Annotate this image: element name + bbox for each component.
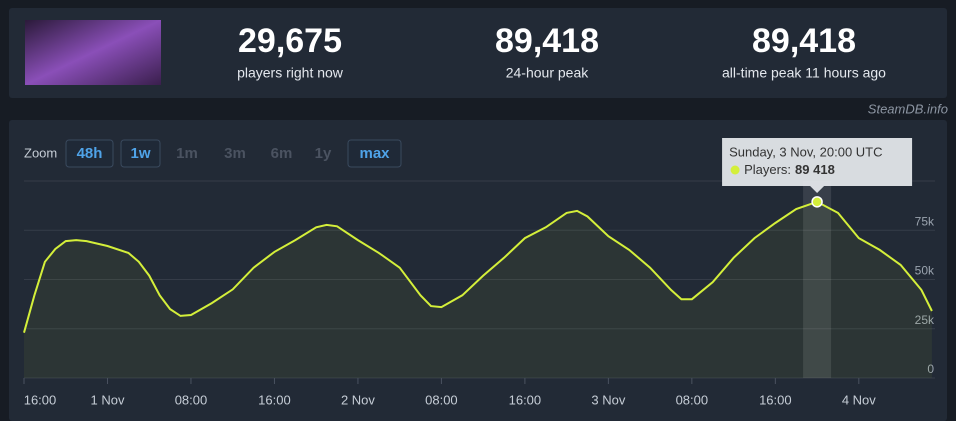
tooltip-box: [722, 138, 913, 193]
line: [23, 200, 933, 333]
zoom-button-label: 1y: [315, 145, 332, 162]
stat-label: all-time peak 11 hours ago: [722, 65, 886, 81]
zoom-label: Zoom: [24, 145, 57, 160]
tooltip-line: Players: 89 418: [744, 162, 835, 177]
x-tick-label: 4 Nov: [842, 392, 876, 407]
y-tick-label: 75k: [915, 214, 935, 228]
stat-label: players right now: [237, 65, 344, 81]
zoom-button-label[interactable]: 1w: [130, 145, 150, 162]
y-tick-label: 25k: [915, 313, 935, 327]
hover-marker: [811, 196, 823, 208]
zoom-button-label[interactable]: 48h: [77, 145, 103, 162]
x-tick-label: 08:00: [175, 392, 208, 407]
hover-band: [803, 181, 832, 378]
zoom-button[interactable]: [65, 139, 114, 168]
x-tick-label: 16:00: [258, 392, 291, 407]
x-tick-label: 1 Nov: [90, 392, 124, 407]
tooltip-series: Players:: [744, 162, 791, 177]
stat-label: 24-hour peak: [506, 65, 590, 81]
tooltip-dot: [730, 165, 740, 175]
zoom-button-label: 3m: [224, 145, 246, 162]
x-tick-label: 2 Nov: [341, 392, 375, 407]
stats-panel: [9, 8, 947, 98]
y-tick-label: 50k: [915, 264, 935, 278]
zoom-button-label: 6m: [271, 145, 293, 162]
credit[interactable]: SteamDB.info: [868, 101, 948, 116]
zoom-button[interactable]: [120, 139, 161, 168]
x-tick-label: 16:00: [509, 392, 542, 407]
y-tick-label: 0: [927, 362, 934, 376]
x-tick-label: 08:00: [425, 392, 458, 407]
x-tick-label: 3 Nov: [591, 392, 625, 407]
stat-value: 89,418: [752, 22, 856, 60]
area: [24, 201, 932, 378]
zoom-buttons: 48h 1w 1m 3m 6m 1y max: [65, 139, 402, 168]
x-tick-label: 08:00: [676, 392, 709, 407]
chart-panel: [9, 120, 947, 421]
zoom-button[interactable]: [347, 139, 402, 168]
plot: 0 25k 50k 75k 16:00 1 Nov 08:00 16:00 2 Nov 08:00…: [23, 138, 935, 407]
tooltip-title: Sunday, 3 Nov, 20:00 UTC: [729, 144, 882, 159]
x-tick-label: 16:00: [24, 392, 57, 407]
stat-value: 29,675: [238, 22, 342, 60]
tooltip-value: 89 418: [795, 162, 835, 177]
zoom-button-label: 1m: [176, 145, 198, 162]
zoom-button-label[interactable]: max: [359, 145, 390, 162]
stat-value: 89,418: [495, 22, 599, 60]
game-thumbnail[interactable]: [25, 20, 161, 85]
x-tick-label: 16:00: [759, 392, 792, 407]
stats: 29,675 players right now 89,418 24-hour pea…: [237, 22, 886, 81]
